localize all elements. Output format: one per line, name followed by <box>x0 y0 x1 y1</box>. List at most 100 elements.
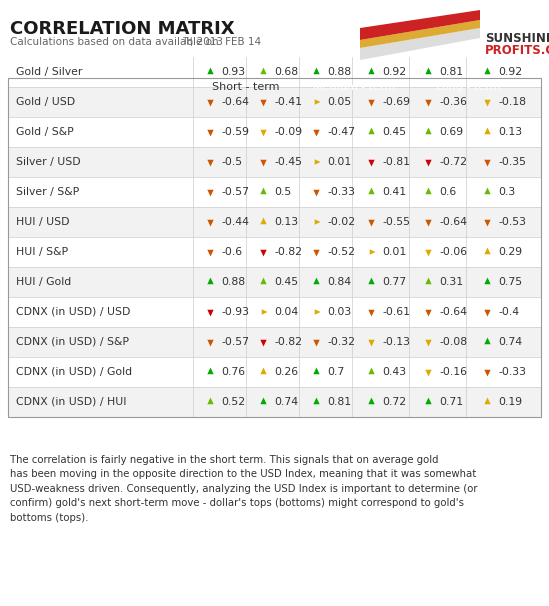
Polygon shape <box>484 100 491 107</box>
Text: -0.44: -0.44 <box>221 217 249 227</box>
Bar <box>8 237 541 267</box>
Bar <box>409 78 527 97</box>
Text: 0.76: 0.76 <box>221 367 245 377</box>
Text: -0.64: -0.64 <box>440 307 468 317</box>
Polygon shape <box>260 100 267 107</box>
Polygon shape <box>313 67 320 75</box>
Text: 0.77: 0.77 <box>383 277 407 287</box>
Text: -0.06: -0.06 <box>440 247 468 257</box>
Text: 0.69: 0.69 <box>440 127 463 137</box>
Text: 0.6: 0.6 <box>440 187 457 197</box>
Text: 0.92: 0.92 <box>498 67 523 77</box>
Text: 0.81: 0.81 <box>328 397 351 407</box>
Bar <box>8 357 541 387</box>
Text: Long - term: Long - term <box>436 82 500 93</box>
Text: 0.3: 0.3 <box>498 187 516 197</box>
Polygon shape <box>313 340 320 347</box>
Text: -0.35: -0.35 <box>498 157 526 167</box>
Polygon shape <box>208 130 214 136</box>
Text: Gold / Silver: Gold / Silver <box>16 67 82 77</box>
Polygon shape <box>313 250 320 256</box>
Text: Silver / S&P: Silver / S&P <box>16 187 79 197</box>
Polygon shape <box>484 398 491 404</box>
Polygon shape <box>425 67 432 75</box>
Text: 0.75: 0.75 <box>498 277 523 287</box>
Polygon shape <box>425 340 432 347</box>
Text: -0.93: -0.93 <box>221 307 249 317</box>
Text: CORRELATION MATRIX: CORRELATION MATRIX <box>10 20 234 38</box>
Text: 0.03: 0.03 <box>328 307 352 317</box>
Polygon shape <box>484 278 491 284</box>
Polygon shape <box>425 250 432 256</box>
Text: Gold / USD: Gold / USD <box>16 97 75 107</box>
Polygon shape <box>368 367 374 375</box>
Polygon shape <box>360 28 480 60</box>
Text: -0.55: -0.55 <box>383 217 411 227</box>
Text: CORRELATION / DAYS: CORRELATION / DAYS <box>16 62 139 73</box>
Polygon shape <box>369 249 376 255</box>
Text: 0.93: 0.93 <box>221 67 245 77</box>
Text: -0.41: -0.41 <box>274 97 302 107</box>
Polygon shape <box>368 278 374 284</box>
Text: 0.68: 0.68 <box>274 67 299 77</box>
Bar <box>8 267 541 297</box>
Polygon shape <box>368 340 374 347</box>
Polygon shape <box>360 20 480 48</box>
Polygon shape <box>425 398 432 404</box>
Bar <box>8 87 541 117</box>
Polygon shape <box>260 367 267 375</box>
Text: 0.88: 0.88 <box>221 277 245 287</box>
Polygon shape <box>484 220 491 227</box>
Text: 0.72: 0.72 <box>383 397 407 407</box>
Text: 0.81: 0.81 <box>440 67 463 77</box>
Bar <box>8 177 541 207</box>
Polygon shape <box>260 218 267 224</box>
Text: -0.13: -0.13 <box>383 337 411 347</box>
Bar <box>8 207 541 237</box>
Polygon shape <box>208 220 214 227</box>
Polygon shape <box>425 127 432 135</box>
Text: -0.57: -0.57 <box>221 337 249 347</box>
Text: -0.33: -0.33 <box>498 367 526 377</box>
Polygon shape <box>368 220 374 227</box>
Text: 0.13: 0.13 <box>498 127 523 137</box>
Text: -0.61: -0.61 <box>383 307 411 317</box>
Text: TH: TH <box>183 37 193 46</box>
Polygon shape <box>313 130 320 136</box>
Text: Calculations based on data available on  FEB 14: Calculations based on data available on … <box>10 37 261 47</box>
Text: , 2013: , 2013 <box>190 37 223 47</box>
Text: HUI / Gold: HUI / Gold <box>16 277 71 287</box>
Text: 0.5: 0.5 <box>274 187 292 197</box>
Polygon shape <box>208 340 214 347</box>
Bar <box>193 78 299 97</box>
Polygon shape <box>368 160 374 167</box>
Polygon shape <box>260 67 267 75</box>
Text: -0.59: -0.59 <box>221 127 249 137</box>
Polygon shape <box>260 160 267 167</box>
Text: -0.45: -0.45 <box>274 157 302 167</box>
Polygon shape <box>425 310 432 316</box>
Text: -0.82: -0.82 <box>274 247 302 257</box>
Bar <box>8 78 541 417</box>
Polygon shape <box>208 310 214 316</box>
Text: 0.05: 0.05 <box>328 97 352 107</box>
Text: CDNX (in USD) / Gold: CDNX (in USD) / Gold <box>16 367 132 377</box>
Polygon shape <box>208 278 214 284</box>
Polygon shape <box>425 100 432 107</box>
Text: HUI / S&P: HUI / S&P <box>16 247 68 257</box>
Polygon shape <box>260 398 267 404</box>
Text: CDNX (in USD) / HUI: CDNX (in USD) / HUI <box>16 397 126 407</box>
Bar <box>8 147 541 177</box>
Text: -0.32: -0.32 <box>328 337 356 347</box>
Text: Medium - term: Medium - term <box>313 82 395 93</box>
Text: HUI / USD: HUI / USD <box>16 217 70 227</box>
Text: 0.13: 0.13 <box>274 217 299 227</box>
Polygon shape <box>208 250 214 256</box>
Text: -0.16: -0.16 <box>440 367 468 377</box>
Text: SUNSHINE: SUNSHINE <box>485 32 549 44</box>
Text: -0.09: -0.09 <box>274 127 302 137</box>
Polygon shape <box>425 187 432 195</box>
Bar <box>8 57 541 87</box>
Text: 0.31: 0.31 <box>440 277 463 287</box>
Text: 0.41: 0.41 <box>383 187 407 197</box>
